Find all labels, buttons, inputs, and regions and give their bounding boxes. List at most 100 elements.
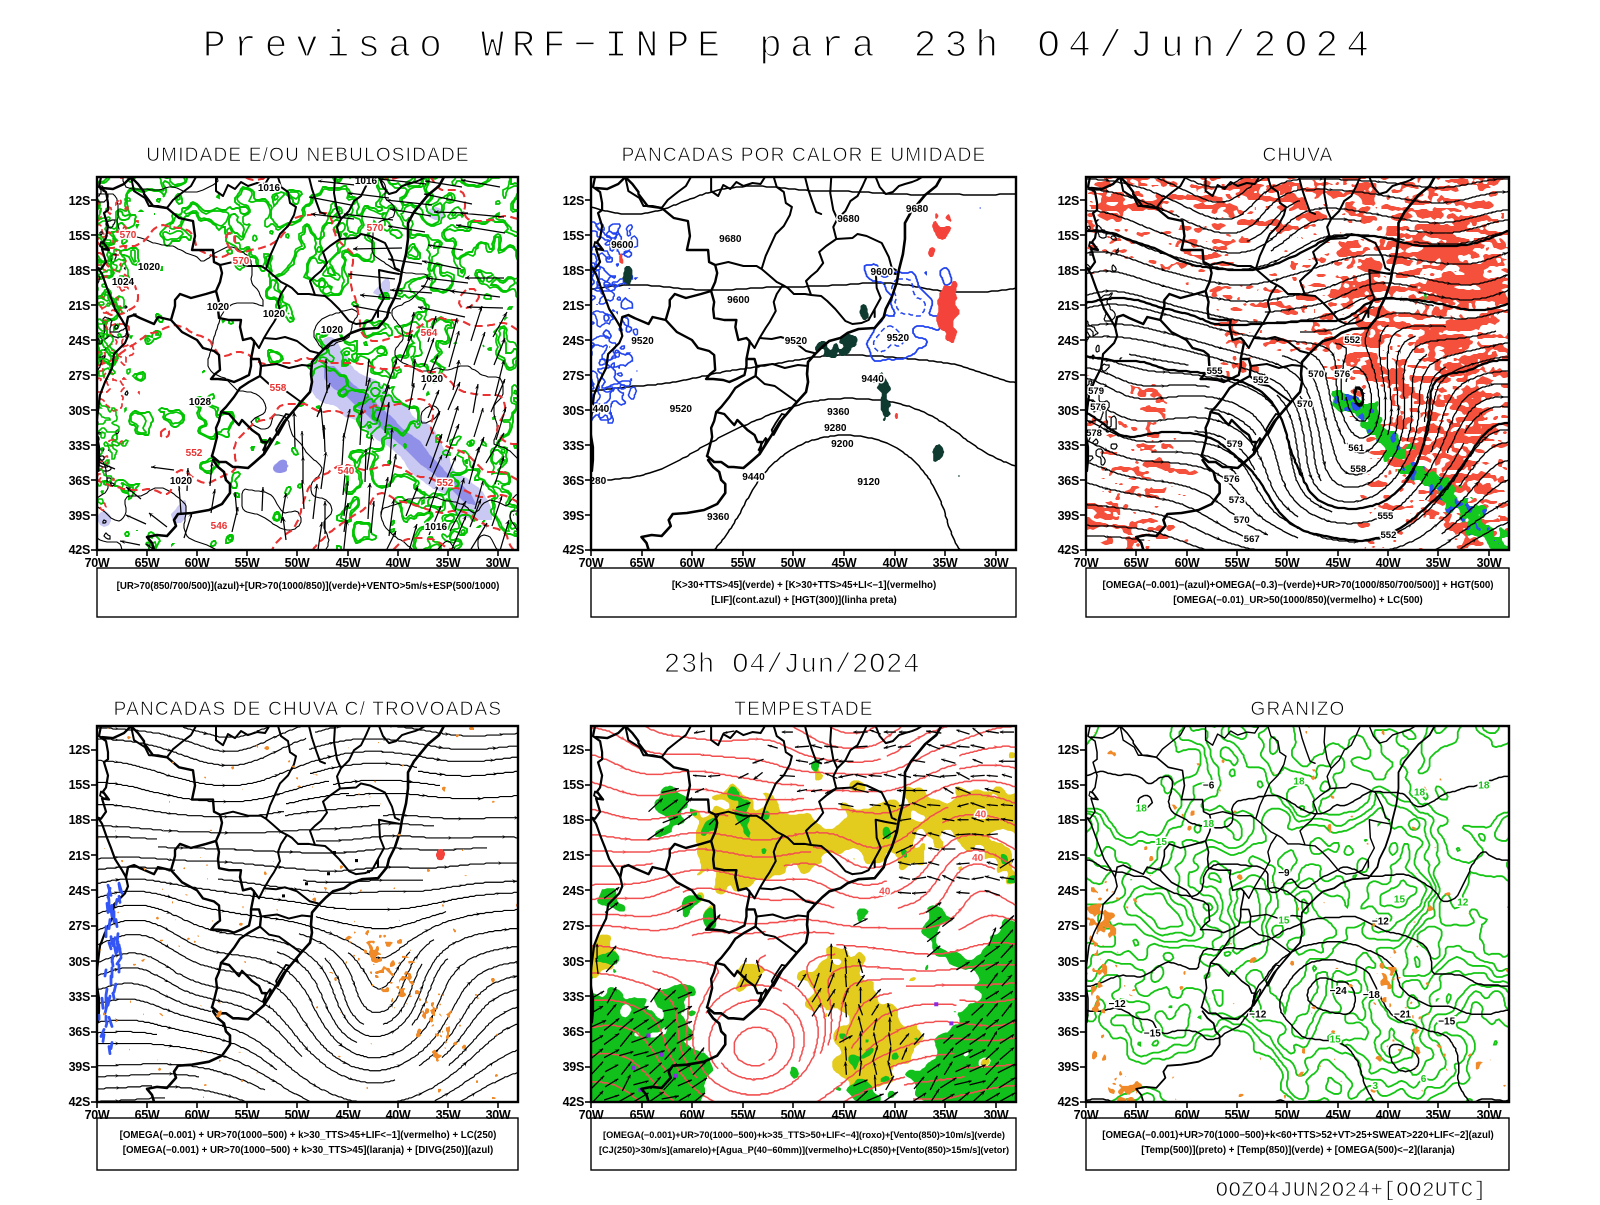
svg-text:27S: 27S <box>69 369 90 383</box>
svg-text:570: 570 <box>120 230 137 241</box>
svg-text:3: 3 <box>1373 1081 1379 1092</box>
svg-text:42S: 42S <box>563 1095 584 1109</box>
svg-text:40W: 40W <box>386 1108 411 1122</box>
svg-text:55W: 55W <box>235 556 260 570</box>
svg-text:−12: −12 <box>1372 917 1389 928</box>
svg-text:PANCADAS POR CALOR E UMIDADE: PANCADAS POR CALOR E UMIDADE <box>622 145 987 166</box>
svg-text:570: 570 <box>1308 369 1324 380</box>
svg-text:60W: 60W <box>1175 1108 1200 1122</box>
svg-text:15: 15 <box>1278 916 1290 927</box>
svg-text:24S: 24S <box>69 884 90 898</box>
svg-text:42S: 42S <box>1058 1095 1079 1109</box>
svg-text:576: 576 <box>1334 369 1350 380</box>
svg-text:558: 558 <box>270 383 287 394</box>
svg-text:36S: 36S <box>1058 474 1079 488</box>
svg-text:552: 552 <box>1253 375 1269 386</box>
svg-text:567: 567 <box>1244 534 1260 545</box>
svg-text:21S: 21S <box>1058 849 1079 863</box>
svg-text:33S: 33S <box>69 439 90 453</box>
svg-text:9200: 9200 <box>831 439 854 450</box>
svg-text:12S: 12S <box>1058 194 1079 208</box>
svg-text:55W: 55W <box>731 1108 756 1122</box>
svg-text:24S: 24S <box>563 334 584 348</box>
svg-text:18S: 18S <box>69 264 90 278</box>
svg-text:40W: 40W <box>883 1108 908 1122</box>
svg-text:18S: 18S <box>1058 813 1079 827</box>
svg-text:9360: 9360 <box>827 407 850 418</box>
svg-text:9520: 9520 <box>670 404 693 415</box>
svg-text:33S: 33S <box>1058 990 1079 1004</box>
svg-text:9600: 9600 <box>611 240 634 251</box>
svg-text:579: 579 <box>1088 386 1104 397</box>
svg-text:−15: −15 <box>1438 1016 1455 1027</box>
svg-text:12: 12 <box>1457 897 1469 908</box>
svg-text:60W: 60W <box>680 1108 705 1122</box>
svg-text:21S: 21S <box>563 299 584 313</box>
svg-text:45W: 45W <box>336 556 361 570</box>
svg-text:9520: 9520 <box>631 336 654 347</box>
svg-text:[LIF](cont.azul) + [HGT(300)](: [LIF](cont.azul) + [HGT(300)](linha pret… <box>711 595 896 606</box>
svg-text:21S: 21S <box>69 299 90 313</box>
svg-text:21S: 21S <box>563 849 584 863</box>
svg-text:35W: 35W <box>933 1108 958 1122</box>
svg-text:9440: 9440 <box>742 472 765 483</box>
svg-text:558: 558 <box>1350 464 1366 475</box>
svg-text:36S: 36S <box>1058 1025 1079 1039</box>
svg-text:30S: 30S <box>69 955 90 969</box>
svg-text:30S: 30S <box>563 955 584 969</box>
svg-text:50W: 50W <box>285 556 310 570</box>
svg-text:27S: 27S <box>563 369 584 383</box>
svg-text:40W: 40W <box>883 556 908 570</box>
svg-text:9280: 9280 <box>584 476 607 487</box>
svg-text:552: 552 <box>437 478 454 489</box>
svg-text:35W: 35W <box>1426 556 1451 570</box>
svg-text:−12: −12 <box>1249 1009 1266 1020</box>
svg-text:1028: 1028 <box>189 397 212 408</box>
svg-text:CHUVA: CHUVA <box>1262 145 1333 166</box>
svg-text:39S: 39S <box>563 509 584 523</box>
svg-text:552: 552 <box>1380 530 1396 541</box>
svg-text:12S: 12S <box>69 743 90 757</box>
svg-text:PANCADAS DE CHUVA C/ TROVOADAS: PANCADAS DE CHUVA C/ TROVOADAS <box>114 699 503 720</box>
svg-text:[CJ(250)>30m/s](amarelo)+[Agua: [CJ(250)>30m/s](amarelo)+[Agua_P(40−60mm… <box>599 1145 1009 1155</box>
svg-text:30W: 30W <box>984 556 1009 570</box>
svg-text:65W: 65W <box>1124 556 1149 570</box>
svg-text:60W: 60W <box>185 556 210 570</box>
svg-text:50W: 50W <box>1275 1108 1300 1122</box>
svg-text:18: 18 <box>1136 804 1148 815</box>
svg-text:21S: 21S <box>69 849 90 863</box>
svg-text:30S: 30S <box>1058 404 1079 418</box>
svg-text:18S: 18S <box>1058 264 1079 278</box>
svg-text:30S: 30S <box>69 404 90 418</box>
svg-text:1016: 1016 <box>355 176 378 187</box>
svg-text:65W: 65W <box>630 1108 655 1122</box>
svg-text:18: 18 <box>1203 819 1215 830</box>
svg-text:9680: 9680 <box>837 214 860 225</box>
svg-text:70W: 70W <box>1074 556 1099 570</box>
svg-text:9360: 9360 <box>707 512 730 523</box>
svg-text:1020: 1020 <box>321 325 344 336</box>
svg-text:70W: 70W <box>579 556 604 570</box>
svg-text:50W: 50W <box>1275 556 1300 570</box>
svg-text:21S: 21S <box>1058 299 1079 313</box>
svg-text:18: 18 <box>1293 776 1305 787</box>
svg-text:9440: 9440 <box>861 374 884 385</box>
svg-text:552: 552 <box>186 448 203 459</box>
svg-text:UMIDADE E/OU NEBULOSIDADE: UMIDADE E/OU NEBULOSIDADE <box>146 145 470 166</box>
svg-text:18S: 18S <box>563 813 584 827</box>
svg-text:12S: 12S <box>1058 743 1079 757</box>
svg-text:−18: −18 <box>1363 990 1380 1001</box>
svg-text:60W: 60W <box>1175 556 1200 570</box>
svg-text:24S: 24S <box>69 334 90 348</box>
svg-text:[OMEGA(−0.001)−(azul)+OMEGA(−0: [OMEGA(−0.001)−(azul)+OMEGA(−0.3)−(verde… <box>1103 580 1494 591</box>
svg-text:30W: 30W <box>1477 1108 1502 1122</box>
svg-text:42S: 42S <box>69 543 90 557</box>
svg-text:35W: 35W <box>436 556 461 570</box>
svg-text:1020: 1020 <box>170 476 193 487</box>
svg-text:55W: 55W <box>1225 1108 1250 1122</box>
svg-text:60W: 60W <box>680 556 705 570</box>
svg-text:15: 15 <box>1394 894 1406 905</box>
svg-text:39S: 39S <box>563 1060 584 1074</box>
svg-text:[UR>70(850/700/500)](azul)+[UR: [UR>70(850/700/500)](azul)+[UR>70(1000/8… <box>117 581 500 592</box>
svg-text:1020: 1020 <box>207 302 230 313</box>
